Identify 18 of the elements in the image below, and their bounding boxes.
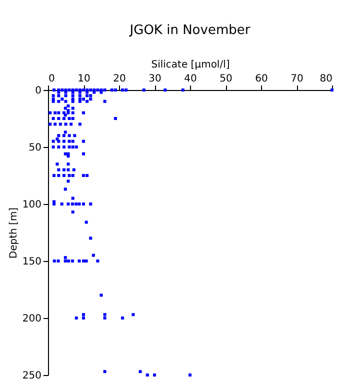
x-tick-label: 70 — [290, 74, 304, 84]
x-tick-label: 60 — [255, 74, 268, 84]
y-axis-title: Depth [m] — [8, 207, 20, 259]
x-tick-label: 40 — [184, 74, 197, 84]
x-tick-label: 80 — [320, 74, 332, 84]
y-tick-label: 150 — [22, 256, 42, 268]
y-tick-label: 100 — [22, 200, 42, 210]
y-tick-label: 250 — [22, 370, 42, 382]
chart-title: JGOK in November — [128, 23, 251, 38]
x-tick-label: 50 — [220, 74, 232, 84]
y-tick-label: 0 — [35, 86, 42, 96]
y-tick-label: 50 — [28, 142, 42, 154]
x-tick-label: 30 — [148, 74, 162, 84]
x-axis-title: Silicate [µmol/l] — [151, 60, 230, 70]
x-tick-label: 0 — [48, 74, 55, 84]
y-tick-label: 200 — [22, 314, 42, 324]
x-tick-label: 10 — [78, 74, 90, 84]
x-tick-label: 20 — [113, 74, 126, 84]
